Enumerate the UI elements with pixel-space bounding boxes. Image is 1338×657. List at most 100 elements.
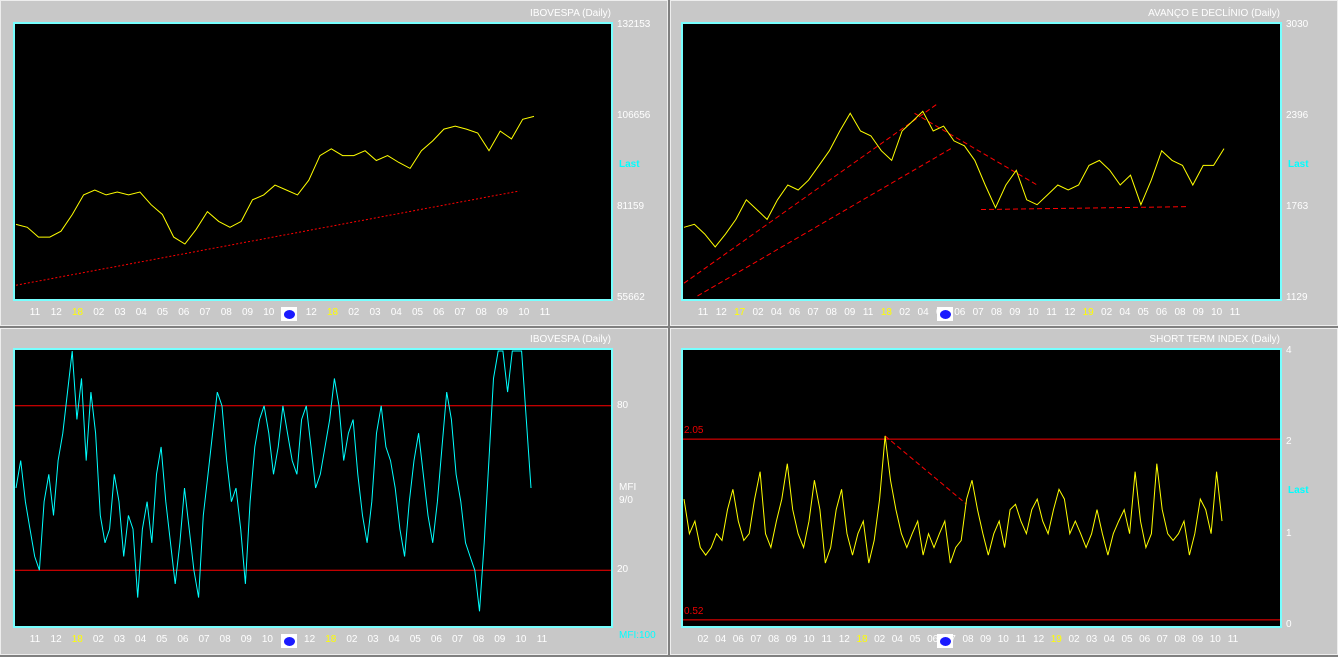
x-tick-label: 10 — [1211, 307, 1223, 318]
x-tick-label: 09 — [980, 634, 992, 645]
chart-svg — [683, 104, 1225, 297]
x-tick-label: 10 — [1209, 634, 1221, 645]
globe-icon — [937, 307, 953, 321]
x-tick-label: 04 — [390, 307, 402, 318]
x-tick-label: 19 — [1050, 634, 1062, 645]
series-line — [15, 350, 532, 612]
x-tick-label: 08 — [768, 634, 780, 645]
y-tick-label: 55662 — [617, 292, 645, 303]
chart-svg — [15, 350, 611, 612]
x-tick-label: 10 — [263, 307, 275, 318]
globe-icon — [281, 634, 297, 648]
x-tick-label: 11 — [1227, 634, 1239, 645]
y-tick-label: 2396 — [1286, 110, 1309, 122]
x-tick-label: 17 — [734, 307, 746, 318]
x-tick-label: 08 — [1174, 634, 1186, 645]
x-tick-label: 04 — [388, 634, 400, 645]
trendline[interactable] — [884, 435, 967, 505]
x-tick-label: 10 — [261, 634, 273, 645]
x-tick-label: 08 — [990, 307, 1003, 318]
x-tick-label: 08 — [1174, 307, 1186, 318]
x-tick-label: 09 — [241, 307, 254, 318]
y-tick-label: 106656 — [617, 110, 651, 121]
x-tick-label: 07 — [454, 307, 466, 318]
x-tick-label: 07 — [972, 307, 984, 318]
trendline[interactable] — [980, 206, 1187, 211]
x-tick-label: 19 — [1082, 307, 1094, 318]
x-tick-label: 04 — [917, 307, 929, 318]
x-tick-label: 06 — [433, 307, 445, 318]
x-tick-label: 02 — [697, 634, 709, 645]
globe-icon — [281, 307, 297, 321]
y-tick-label: 2 — [1286, 436, 1292, 448]
x-tick-label: 08 — [475, 307, 487, 318]
x-tick-label: 11 — [1229, 307, 1241, 318]
x-tick-label: 07 — [750, 634, 762, 645]
x-tick-label: 05 — [1137, 307, 1149, 318]
x-tick-label: 02 — [348, 307, 360, 318]
x-tick-label: 02 — [874, 634, 886, 645]
x-tick-label: 08 — [825, 307, 837, 318]
x-tick-label: 09 — [496, 307, 509, 318]
x-tick-label: 10 — [518, 307, 530, 318]
series-line — [15, 115, 535, 245]
reference-line-label: 2.05 — [684, 425, 704, 437]
x-tick-label: 02 — [1101, 307, 1113, 318]
x-tick-label: 02 — [93, 307, 105, 318]
reference-line-label: 0.52 — [684, 605, 704, 617]
y-tick-label: 1 — [1286, 527, 1292, 539]
series-line — [683, 110, 1225, 248]
x-tick-label: 02 — [899, 307, 911, 318]
x-tick-label: 18 — [880, 307, 892, 318]
x-tick-label: 03 — [367, 634, 379, 645]
x-tick-label: 09 — [494, 634, 506, 645]
x-tick-label: 04 — [135, 634, 147, 645]
y-tick-label: 4 — [1286, 345, 1292, 356]
chart-title: SHORT TERM INDEX (Daily) — [1149, 334, 1280, 345]
x-tick-label: 08 — [220, 307, 232, 318]
trendline[interactable] — [15, 190, 520, 286]
y-tick-label: 0 — [1286, 619, 1292, 630]
x-tick-label: 12 — [304, 634, 316, 645]
x-tick-label: 04 — [715, 634, 727, 645]
plot-area — [13, 348, 613, 628]
plot-area — [681, 348, 1282, 628]
series-line — [683, 435, 1223, 564]
chart-title: AVANÇO E DECLÍNIO (Daily) — [1148, 8, 1280, 19]
x-tick-label: 04 — [1119, 307, 1131, 318]
last-value-label: Last — [1288, 485, 1309, 496]
x-tick-label: 06 — [1139, 634, 1151, 645]
plot-area — [13, 22, 613, 301]
plot-area — [681, 22, 1282, 301]
x-tick-label: 07 — [198, 634, 210, 645]
trendline[interactable] — [697, 148, 952, 297]
x-tick-label: 07 — [199, 307, 211, 318]
y-tick-label: 1763 — [1286, 200, 1309, 212]
x-tick-label: 12 — [715, 307, 727, 318]
x-tick-label: 18 — [71, 307, 84, 318]
x-tick-label: 02 — [752, 307, 764, 318]
x-tick-label: 11 — [821, 634, 832, 645]
x-tick-label: 04 — [770, 307, 782, 318]
x-tick-label: 11 — [1046, 307, 1057, 318]
y-tick-label: 20 — [617, 564, 629, 576]
y-tick-label: 80 — [617, 399, 629, 411]
x-tick-label: 10 — [997, 634, 1009, 645]
x-tick-label: 05 — [411, 307, 424, 318]
chart-svg — [683, 435, 1280, 621]
globe-icon — [937, 634, 953, 648]
trendline[interactable] — [914, 112, 1038, 186]
x-tick-label: 18 — [856, 634, 868, 645]
x-tick-label: 04 — [891, 634, 903, 645]
x-tick-label: 11 — [862, 307, 874, 318]
x-tick-label: 06 — [954, 307, 966, 318]
x-tick-label: 03 — [369, 307, 381, 318]
chart-title: IBOVESPA (Daily) — [530, 8, 611, 19]
indicator-params: 9/0 — [619, 495, 633, 506]
x-tick-label: 09 — [844, 307, 856, 318]
x-tick-label: 10 — [1027, 307, 1039, 318]
trendline[interactable] — [683, 104, 937, 284]
x-tick-label: 11 — [29, 634, 41, 645]
x-tick-label: 12 — [1064, 307, 1076, 318]
x-tick-label: 12 — [1033, 634, 1045, 645]
